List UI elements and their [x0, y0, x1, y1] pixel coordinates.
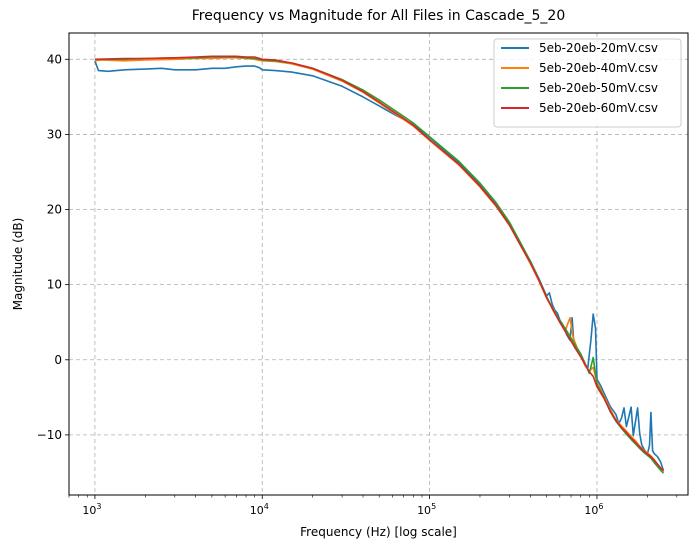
y-tick-label: 0: [54, 353, 62, 367]
y-tick-label: 40: [47, 52, 62, 66]
series-line: [94, 55, 664, 471]
x-tick-label: 104: [250, 502, 269, 517]
x-axis-label: Frequency (Hz) [log scale]: [300, 525, 457, 539]
axis-ticks: 103 104 105 106 −10 0 10 20 30 40: [37, 52, 678, 517]
y-axis-label: Magnitude (dB): [11, 218, 25, 311]
y-tick-label: 20: [47, 203, 62, 217]
x-tick-label: 105: [417, 502, 436, 517]
plot-frame: [68, 32, 689, 496]
y-tick-label: 10: [47, 278, 62, 292]
legend-label: 5eb-20eb-60mV.csv: [539, 101, 658, 115]
legend-label: 5eb-20eb-20mV.csv: [539, 41, 658, 55]
y-tick-label: −10: [37, 428, 62, 442]
legend-box: [493, 38, 682, 128]
plot-area: [94, 55, 665, 474]
x-tick-label: 103: [82, 502, 101, 517]
legend: 5eb-20eb-20mV.csv 5eb-20eb-40mV.csv 5eb-20…: [493, 38, 682, 128]
y-tick-label: 30: [47, 127, 62, 141]
x-tick-label: 106: [584, 502, 603, 517]
legend-label: 5eb-20eb-50mV.csv: [539, 81, 658, 95]
chart-title: Frequency vs Magnitude for All Files in …: [192, 8, 565, 24]
legend-label: 5eb-20eb-40mV.csv: [539, 61, 658, 75]
